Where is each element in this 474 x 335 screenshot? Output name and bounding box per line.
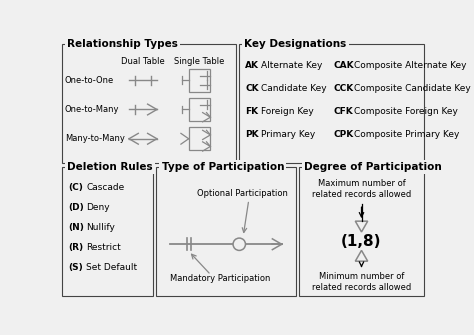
Text: Deletion Rules: Deletion Rules [67, 162, 153, 172]
Text: (N): (N) [68, 223, 83, 232]
Text: Alternate Key: Alternate Key [261, 61, 322, 70]
Text: Cascade: Cascade [86, 183, 125, 192]
Text: AK: AK [245, 61, 259, 70]
Text: One-to-One: One-to-One [64, 76, 114, 85]
Text: Optional Participation: Optional Participation [197, 189, 288, 198]
Text: (D): (D) [68, 203, 83, 212]
Bar [189, 69, 210, 92]
Bar [239, 44, 423, 163]
Text: Relationship Types: Relationship Types [67, 39, 178, 49]
Bar [62, 167, 153, 296]
Bar [299, 167, 424, 296]
Text: Mandatory Participation: Mandatory Participation [170, 273, 271, 282]
Bar [189, 98, 210, 121]
Bar [189, 127, 210, 150]
Text: Nullify: Nullify [86, 223, 115, 232]
Text: CAK: CAK [334, 61, 354, 70]
Text: CFK: CFK [334, 107, 353, 116]
Text: (R): (R) [68, 243, 83, 252]
Bar [156, 167, 296, 296]
Text: Primary Key: Primary Key [261, 130, 315, 139]
Text: Minimum number of
related records allowed: Minimum number of related records allowe… [312, 272, 411, 292]
Text: Key Designations: Key Designations [245, 39, 346, 49]
Text: Composite Alternate Key: Composite Alternate Key [354, 61, 466, 70]
Text: (1,8): (1,8) [341, 234, 382, 249]
Text: CCK: CCK [334, 84, 354, 93]
Text: Restrict: Restrict [86, 243, 121, 252]
Text: Candidate Key: Candidate Key [261, 84, 327, 93]
Text: (C): (C) [68, 183, 82, 192]
Text: CK: CK [245, 84, 259, 93]
Text: (S): (S) [68, 263, 82, 272]
Text: Maximum number of
related records allowed: Maximum number of related records allowe… [312, 179, 411, 199]
Text: Deny: Deny [86, 203, 110, 212]
Text: Composite Primary Key: Composite Primary Key [354, 130, 459, 139]
Text: FK: FK [245, 107, 258, 116]
Text: Type of Participation: Type of Participation [162, 162, 284, 172]
Text: Dual Table: Dual Table [121, 57, 165, 66]
Text: Set Default: Set Default [86, 263, 137, 272]
Text: PK: PK [245, 130, 259, 139]
Text: Degree of Participation: Degree of Participation [304, 162, 442, 172]
Bar [62, 44, 236, 163]
Text: CPK: CPK [334, 130, 354, 139]
Text: Many-to-Many: Many-to-Many [64, 134, 125, 143]
Circle shape [233, 238, 246, 250]
Text: Composite Candidate Key: Composite Candidate Key [354, 84, 471, 93]
Text: Foreign Key: Foreign Key [261, 107, 313, 116]
Text: Composite Foreign Key: Composite Foreign Key [354, 107, 457, 116]
Text: One-to-Many: One-to-Many [64, 105, 119, 114]
Text: Single Table: Single Table [174, 57, 225, 66]
